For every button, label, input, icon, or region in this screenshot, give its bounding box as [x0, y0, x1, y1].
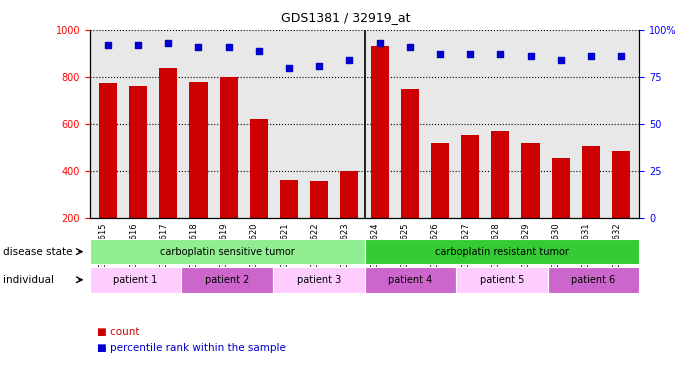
- Point: [133, 42, 144, 48]
- Text: disease state: disease state: [3, 247, 73, 256]
- Bar: [99, 83, 117, 264]
- Point: [435, 51, 446, 57]
- Point: [223, 44, 234, 50]
- Bar: [310, 181, 328, 264]
- Bar: [612, 151, 630, 264]
- Bar: [431, 142, 449, 264]
- Bar: [280, 180, 298, 264]
- Bar: [522, 142, 540, 264]
- Text: patient 6: patient 6: [571, 275, 616, 285]
- Bar: [401, 88, 419, 264]
- Bar: [341, 171, 359, 264]
- Point: [163, 40, 174, 46]
- Point: [283, 64, 294, 70]
- Point: [495, 51, 506, 57]
- Bar: [250, 119, 268, 264]
- Text: patient 3: patient 3: [296, 275, 341, 285]
- Bar: [461, 135, 479, 264]
- Bar: [551, 158, 570, 264]
- Point: [464, 51, 475, 57]
- Bar: [159, 68, 178, 264]
- Point: [254, 48, 265, 54]
- Text: carboplatin resistant tumor: carboplatin resistant tumor: [435, 247, 569, 256]
- Point: [102, 42, 113, 48]
- Bar: [129, 86, 147, 264]
- Point: [344, 57, 355, 63]
- Point: [374, 40, 385, 46]
- Text: patient 5: patient 5: [480, 275, 524, 285]
- Bar: [582, 146, 600, 264]
- Text: patient 1: patient 1: [113, 275, 158, 285]
- Text: patient 2: patient 2: [205, 275, 249, 285]
- Point: [193, 44, 204, 50]
- Text: carboplatin sensitive tumor: carboplatin sensitive tumor: [160, 247, 294, 256]
- Bar: [491, 131, 509, 264]
- Point: [555, 57, 566, 63]
- Point: [314, 63, 325, 69]
- Bar: [220, 77, 238, 264]
- Text: ■ count: ■ count: [97, 327, 140, 337]
- Point: [616, 53, 627, 59]
- Point: [404, 44, 415, 50]
- Text: GDS1381 / 32919_at: GDS1381 / 32919_at: [281, 11, 410, 24]
- Point: [525, 53, 536, 59]
- Text: patient 4: patient 4: [388, 275, 433, 285]
- Point: [585, 53, 596, 59]
- Bar: [370, 46, 388, 264]
- Text: ■ percentile rank within the sample: ■ percentile rank within the sample: [97, 343, 285, 353]
- Bar: [189, 82, 207, 264]
- Text: individual: individual: [3, 275, 55, 285]
